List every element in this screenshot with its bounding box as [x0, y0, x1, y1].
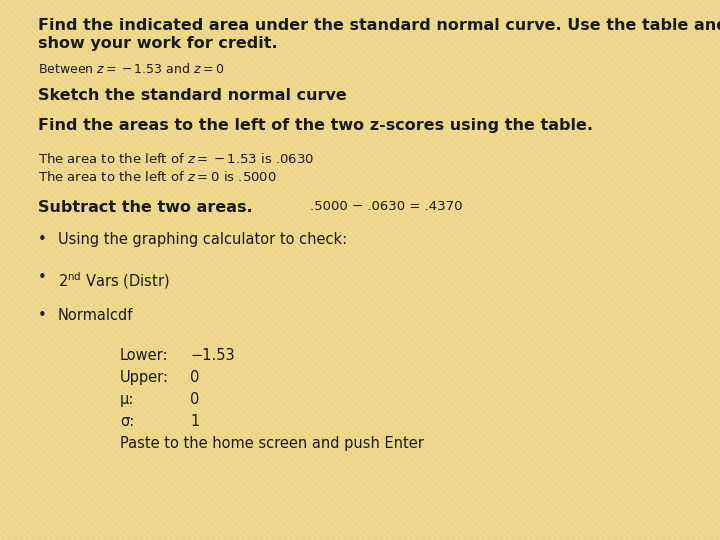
Text: .5000 − .0630 = .4370: .5000 − .0630 = .4370 — [310, 200, 462, 213]
Text: Using the graphing calculator to check:: Using the graphing calculator to check: — [58, 232, 347, 247]
Text: Sketch the standard normal curve: Sketch the standard normal curve — [38, 88, 347, 103]
Text: 1: 1 — [190, 414, 199, 429]
Text: 0: 0 — [190, 392, 199, 407]
Text: The area to the left of $z = 0$ is .5000: The area to the left of $z = 0$ is .5000 — [38, 170, 277, 184]
Text: Lower:: Lower: — [120, 348, 168, 363]
Text: The area to the left of $z = -1.53$ is .0630: The area to the left of $z = -1.53$ is .… — [38, 152, 314, 166]
Text: Paste to the home screen and push Enter: Paste to the home screen and push Enter — [120, 436, 424, 451]
Text: show your work for credit.: show your work for credit. — [38, 36, 278, 51]
Text: 2$^{\mathregular{nd}}$ Vars (Distr): 2$^{\mathregular{nd}}$ Vars (Distr) — [58, 270, 170, 291]
Text: Find the indicated area under the standard normal curve. Use the table and: Find the indicated area under the standa… — [38, 18, 720, 33]
Text: •: • — [38, 308, 47, 323]
Text: •: • — [38, 232, 47, 247]
Text: Upper:: Upper: — [120, 370, 169, 385]
Text: σ:: σ: — [120, 414, 134, 429]
Text: •: • — [38, 270, 47, 285]
Text: Find the areas to the left of the two z-scores using the table.: Find the areas to the left of the two z-… — [38, 118, 593, 133]
Text: Between $z = -1.53$ and $z = 0$: Between $z = -1.53$ and $z = 0$ — [38, 62, 224, 76]
Text: μ:: μ: — [120, 392, 135, 407]
Text: Subtract the two areas.: Subtract the two areas. — [38, 200, 253, 215]
Text: −1.53: −1.53 — [190, 348, 235, 363]
Text: Normalcdf: Normalcdf — [58, 308, 133, 323]
Text: 0: 0 — [190, 370, 199, 385]
